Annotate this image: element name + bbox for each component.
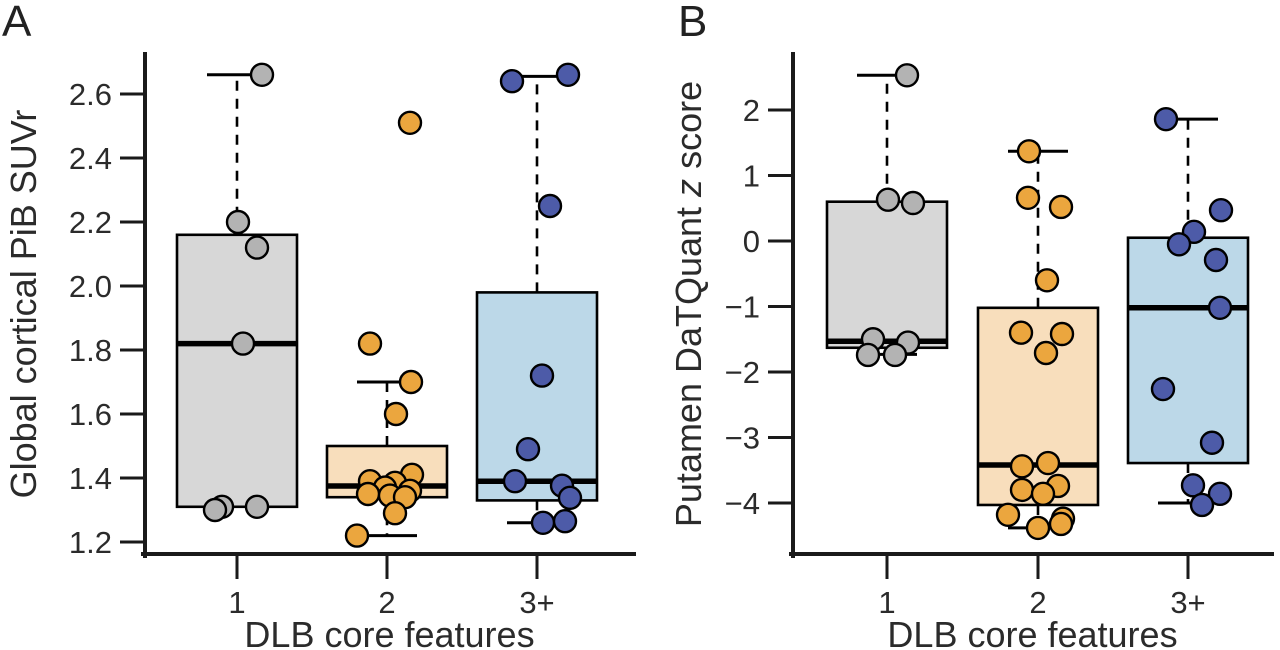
data-point xyxy=(244,494,270,519)
data-point xyxy=(502,469,528,494)
data-point xyxy=(552,509,578,534)
panel-a: A 2.6 2.4 2.2 2.0 1.8 1.6 1.4 1.2 Global cortical… xyxy=(2,0,636,650)
data-point xyxy=(249,62,275,88)
data-point xyxy=(1030,481,1056,507)
data-point xyxy=(1166,232,1192,257)
y-tick-label: 2.4 xyxy=(69,141,112,176)
data-point xyxy=(1009,454,1035,479)
data-point xyxy=(1048,511,1074,537)
y-tick-label: 2 xyxy=(743,93,760,128)
x-tick-label: 2 xyxy=(1029,585,1046,620)
box-group-3+ xyxy=(475,62,599,535)
data-point xyxy=(499,68,525,94)
data-point xyxy=(1153,106,1179,132)
data-point xyxy=(900,190,926,216)
box-group-1 xyxy=(825,63,949,368)
data-point xyxy=(1016,139,1042,164)
x-tick-label: 3+ xyxy=(1170,585,1205,620)
x-tick-label: 1 xyxy=(878,585,895,620)
y-tick-label: 1 xyxy=(743,158,760,193)
data-point xyxy=(530,510,556,535)
data-point xyxy=(1150,376,1176,402)
data-point xyxy=(1203,247,1229,273)
x-tick-label: 3+ xyxy=(519,585,554,620)
data-point xyxy=(202,497,228,523)
data-point xyxy=(1033,340,1059,366)
y-tick-label: 2.6 xyxy=(69,77,112,112)
box xyxy=(175,233,299,509)
data-point xyxy=(1025,515,1051,541)
y-tick-label: 1.4 xyxy=(69,461,112,496)
data-point xyxy=(894,63,920,88)
data-point xyxy=(382,501,408,526)
data-point xyxy=(1049,321,1075,347)
data-point xyxy=(882,342,908,368)
data-point xyxy=(344,523,370,548)
x-axis-title: DLB core features xyxy=(244,614,534,650)
data-point xyxy=(1009,477,1035,503)
data-point xyxy=(1189,492,1215,518)
y-axis-title: Putamen DaTQuant z score xyxy=(668,81,709,527)
panel-letter: B xyxy=(678,0,707,46)
y-tick-label: −3 xyxy=(725,420,760,455)
data-point xyxy=(529,363,555,388)
data-point xyxy=(995,502,1021,527)
data-point xyxy=(1035,450,1061,476)
data-point xyxy=(1180,473,1206,498)
data-point xyxy=(398,369,424,395)
y-tick-label: −1 xyxy=(725,289,760,324)
data-point xyxy=(1048,194,1074,220)
y-axis-title: Global cortical PiB SUVr xyxy=(3,110,44,499)
y-tick-label: −4 xyxy=(725,486,760,521)
data-point xyxy=(537,193,563,219)
data-point xyxy=(515,437,541,462)
data-point xyxy=(244,235,270,260)
y-tick-label: 2.0 xyxy=(69,269,112,304)
data-point xyxy=(397,110,423,136)
y-tick-label: 1.2 xyxy=(69,525,112,560)
box xyxy=(475,291,599,502)
x-tick-label: 1 xyxy=(228,585,245,620)
data-point xyxy=(855,342,881,368)
y-tick-label: 2.2 xyxy=(69,205,112,240)
data-point xyxy=(875,187,901,212)
y-tick-label: −2 xyxy=(725,355,760,390)
box-group-1 xyxy=(175,62,299,523)
data-point xyxy=(1199,430,1225,455)
data-point xyxy=(355,481,381,507)
data-point xyxy=(357,331,383,356)
data-point xyxy=(1034,268,1060,293)
box-group-2 xyxy=(325,110,449,548)
data-point xyxy=(1008,320,1034,345)
box-group-3+ xyxy=(1126,106,1250,518)
data-point xyxy=(225,209,251,235)
box xyxy=(1126,236,1250,465)
panel-b: B 2 1 0 −1 −2 −3 −4 Putamen DaTQuant z score 1 2 3+… xyxy=(668,0,1274,650)
data-point xyxy=(1208,198,1234,223)
data-point xyxy=(230,331,256,356)
panel-letter: A xyxy=(2,0,32,46)
data-point xyxy=(555,62,581,88)
data-point xyxy=(1207,295,1233,321)
x-tick-label: 2 xyxy=(378,585,395,620)
box xyxy=(976,306,1100,507)
y-tick-label: 1.6 xyxy=(69,397,112,432)
data-point xyxy=(1207,481,1233,507)
data-point xyxy=(1015,185,1041,210)
data-point xyxy=(557,485,583,511)
box xyxy=(825,200,949,350)
box-group-2 xyxy=(976,139,1100,541)
y-tick-label: 0 xyxy=(743,224,760,259)
data-point xyxy=(383,401,409,427)
y-tick-label: 1.8 xyxy=(69,333,112,368)
x-axis-title: DLB core features xyxy=(887,614,1177,650)
